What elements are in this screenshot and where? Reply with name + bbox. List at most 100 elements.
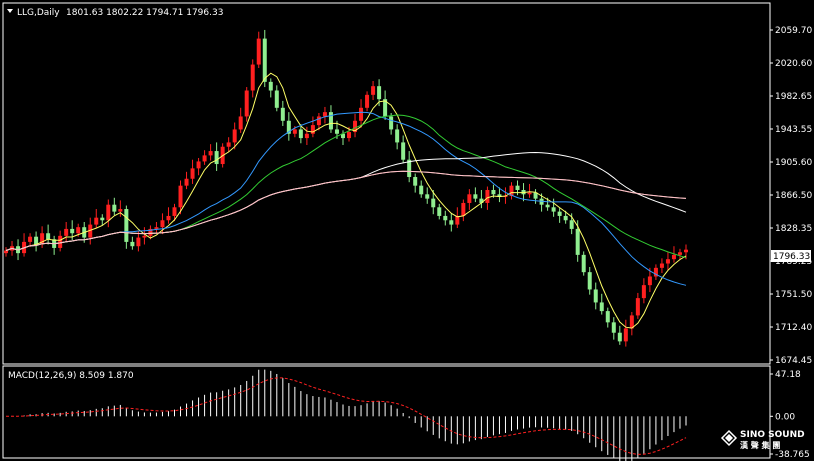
macd-label: MACD(12,26,9) 8.509 1.870: [8, 371, 134, 381]
price-tick-label: 1905.60: [775, 158, 812, 168]
candle: [226, 137, 231, 152]
candle: [587, 266, 592, 295]
candle: [124, 205, 129, 249]
candle: [286, 112, 291, 141]
candle: [172, 203, 177, 222]
macd-tick-label: 47.18: [775, 370, 801, 380]
candle: [617, 325, 622, 345]
candle: [238, 107, 243, 133]
candle: [557, 208, 562, 223]
candle: [455, 207, 460, 229]
candle: [256, 31, 261, 69]
macd-tick-label: 0.00: [775, 412, 795, 422]
candle: [100, 214, 105, 226]
candle: [383, 90, 388, 120]
candle: [310, 116, 315, 138]
candle: [4, 247, 8, 257]
price-tick-label: 1828.35: [775, 224, 812, 234]
ma-200-line: [5, 170, 687, 251]
candle: [280, 100, 285, 126]
candle: [58, 230, 63, 252]
candle: [533, 189, 538, 204]
candle: [52, 235, 57, 255]
candle: [214, 142, 219, 171]
candle: [431, 189, 436, 215]
macd-tick-label: -38.765: [775, 450, 810, 460]
candle: [419, 180, 424, 198]
price-tick-label: 1712.40: [775, 323, 812, 333]
candle: [40, 226, 45, 248]
current-price-tag-bg: [771, 250, 811, 262]
candle: [365, 91, 370, 112]
price-tick-label: 1866.50: [775, 191, 812, 201]
candle: [671, 246, 676, 263]
candle: [684, 244, 688, 260]
candle: [94, 209, 99, 229]
candle: [509, 182, 514, 200]
candle: [449, 213, 454, 232]
price-tick-label: 2059.70: [775, 26, 812, 36]
candle: [563, 210, 568, 224]
candle: [641, 278, 646, 304]
candle: [647, 267, 652, 293]
candle: [659, 258, 664, 274]
candle: [232, 122, 237, 150]
candle: [112, 197, 117, 216]
candle: [443, 210, 448, 226]
candle: [28, 233, 33, 248]
candle: [479, 189, 484, 209]
candle: [250, 59, 255, 98]
candle: [262, 29, 267, 88]
moving-averages: [5, 72, 687, 329]
candle: [395, 124, 400, 150]
candle: [605, 307, 610, 328]
candle: [527, 183, 532, 198]
candle: [389, 112, 394, 135]
candle: [340, 130, 345, 146]
candle: [635, 292, 640, 319]
price-tick-label: 2020.60: [775, 59, 812, 69]
candle: [677, 248, 682, 261]
price-tick-label: 1674.45: [775, 356, 812, 366]
candle: [593, 282, 598, 310]
candles: [4, 29, 688, 347]
macd-histogram: [5, 369, 687, 461]
candle: [130, 236, 135, 250]
price-tick-label: 1751.50: [775, 290, 812, 300]
candle: [298, 124, 303, 144]
price-tick-label: 1943.55: [775, 125, 812, 135]
candle: [106, 199, 111, 228]
candle: [371, 80, 376, 101]
candle: [208, 144, 213, 161]
candle: [64, 221, 69, 242]
candle: [581, 251, 586, 276]
candle: [46, 224, 51, 245]
candle: [328, 105, 333, 133]
ohlc-values: 1801.63 1802.22 1794.71 1796.33: [66, 8, 223, 18]
candle: [497, 187, 502, 203]
candle: [22, 233, 27, 257]
ma-5-line: [5, 72, 687, 329]
candle: [437, 203, 442, 220]
price-panel-frame: [2, 2, 771, 365]
candle: [353, 113, 358, 138]
candle: [154, 221, 159, 235]
candle: [178, 180, 183, 215]
candle: [202, 150, 207, 165]
candle: [407, 151, 412, 183]
candle: [629, 311, 634, 336]
candle: [467, 189, 472, 210]
candle: [184, 171, 189, 190]
candle: [268, 78, 273, 98]
logo-en: SINO SOUND: [740, 430, 805, 440]
chart-title: LLG,Daily: [17, 8, 60, 18]
candle: [599, 293, 604, 315]
price-tick-label: 1982.65: [775, 92, 812, 102]
candle: [322, 106, 327, 124]
dropdown-arrow-icon[interactable]: [7, 9, 13, 13]
candle: [136, 230, 141, 252]
current-price-tag: 1796.33: [773, 252, 810, 262]
price-axis: 2059.70 2020.60 1982.65 1943.55 1905.60 1866.…: [770, 26, 812, 366]
candle: [473, 187, 478, 203]
